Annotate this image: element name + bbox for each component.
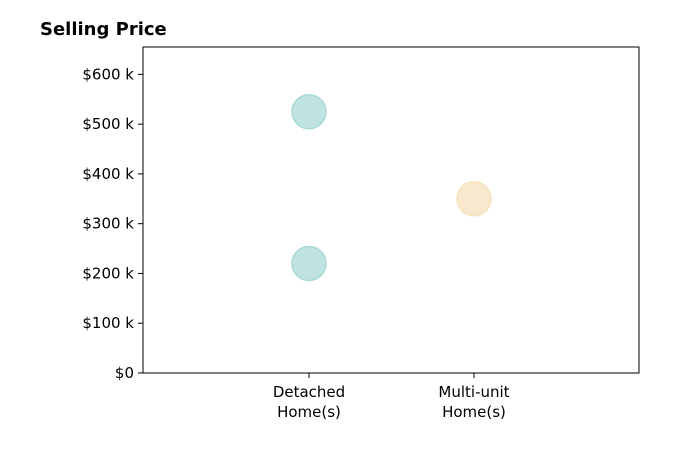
x-tick-label: Home(s) [277, 403, 341, 421]
y-axis: $0 $100 k $200 k $300 k $400 k $500 k $600 k [82, 65, 143, 382]
y-tick-label: $200 k [82, 264, 134, 282]
x-tick-label: Detached [273, 383, 345, 401]
data-points [291, 93, 492, 282]
y-tick-label: $500 k [82, 115, 134, 133]
x-tick-label: Multi-unit [438, 383, 509, 401]
y-tick-label: $400 k [82, 165, 134, 183]
y-tick-label: $0 [115, 364, 134, 382]
plot-area-frame [142, 46, 640, 374]
chart-title: Selling Price [40, 19, 167, 40]
y-tick-label: $100 k [82, 314, 134, 332]
data-point [291, 93, 327, 130]
x-axis: Detached Home(s) Multi-unit Home(s) [273, 373, 510, 421]
y-tick-label: $300 k [82, 215, 134, 233]
x-tick-label: Home(s) [442, 403, 506, 421]
data-point [291, 245, 327, 282]
y-tick-label: $600 k [82, 65, 134, 83]
data-point [456, 181, 492, 217]
